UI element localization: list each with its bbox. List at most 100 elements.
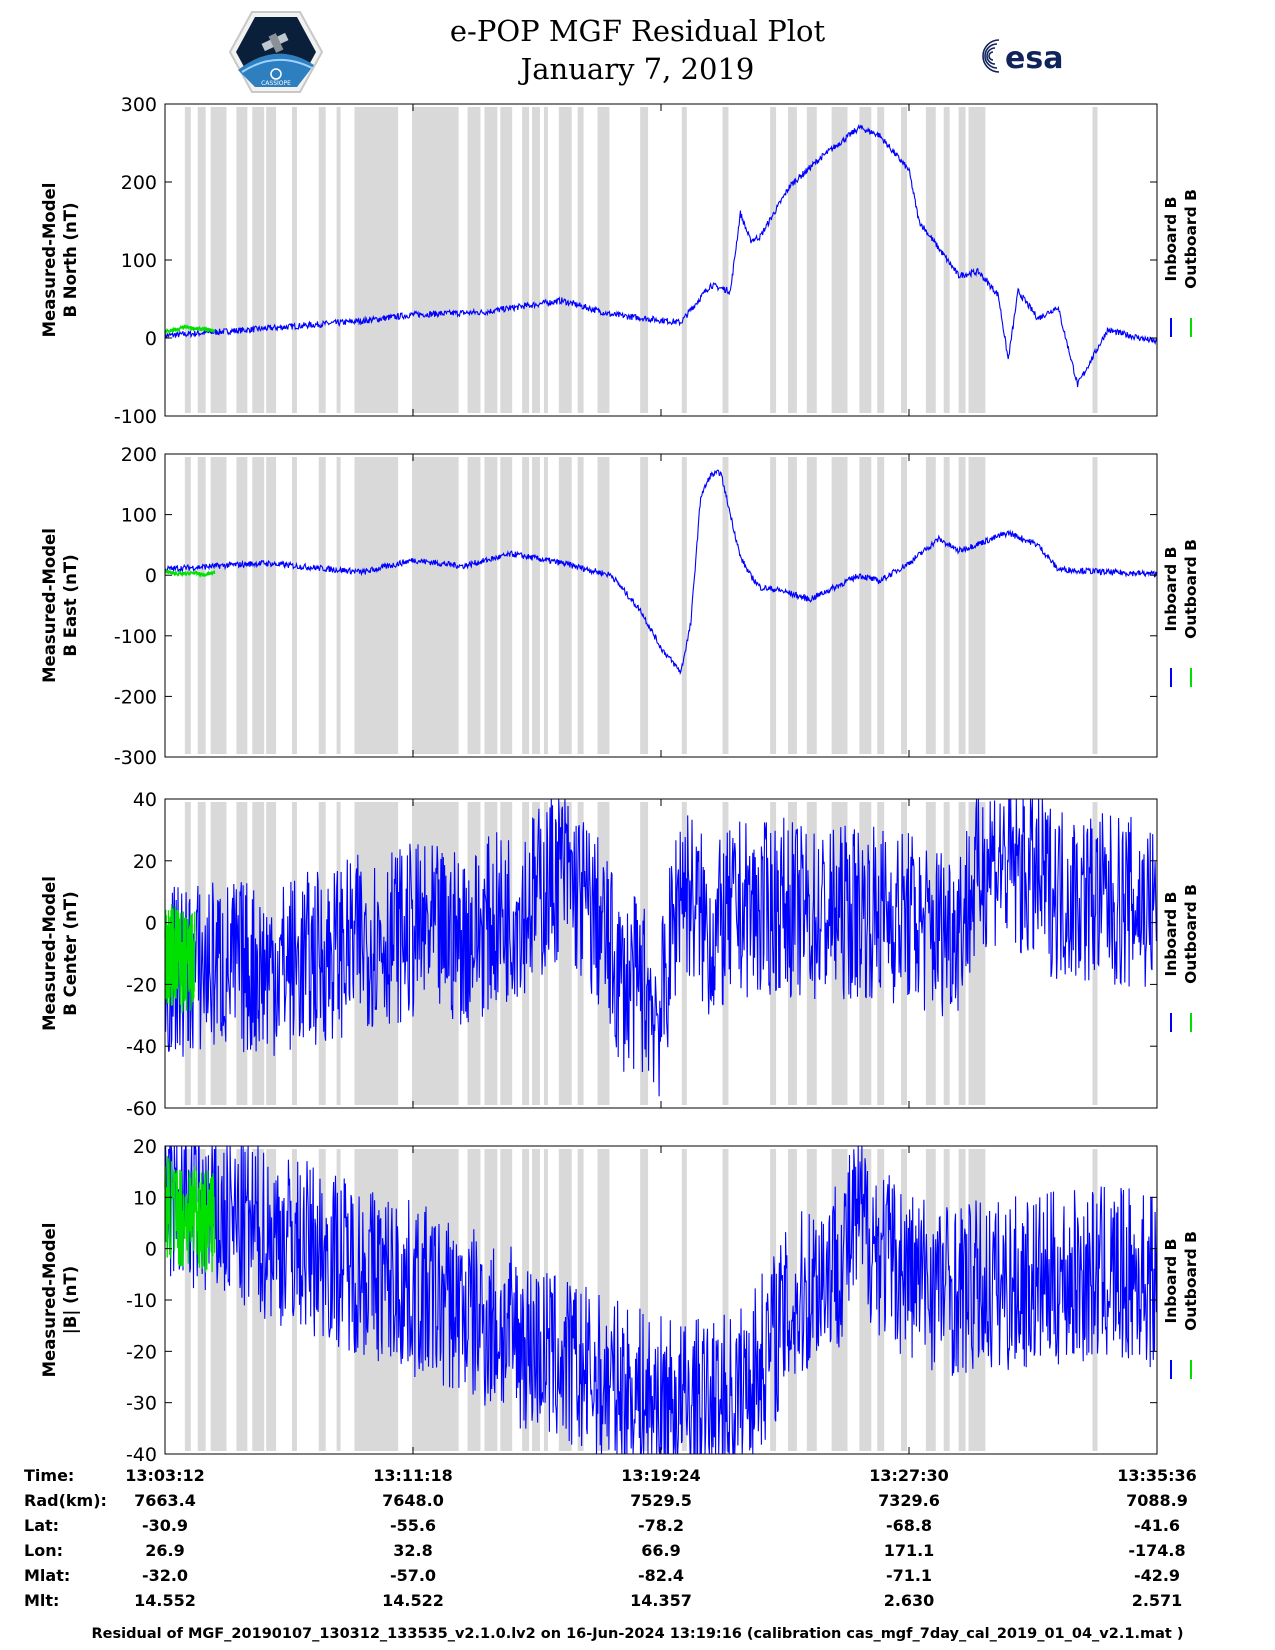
- data-gap-band: [859, 457, 872, 754]
- data-gap-band: [925, 457, 936, 754]
- legend-label: Outboard B: [1182, 884, 1200, 984]
- data-gap-band: [336, 457, 341, 754]
- data-gap-band: [968, 1149, 986, 1451]
- y-tick-label: -60: [126, 1098, 157, 1120]
- inboard-series-line: [165, 1145, 1158, 1455]
- ephemeris-value: -68.8: [886, 1516, 932, 1535]
- data-gap-band: [266, 107, 277, 413]
- y-tick-label: -20: [126, 1341, 157, 1363]
- data-gap-band: [318, 107, 326, 413]
- footer-caption: Residual of MGF_20190107_130312_133535_v…: [91, 1626, 1184, 1642]
- data-gap-band: [484, 107, 498, 413]
- data-gap-band: [722, 457, 729, 754]
- data-gap-band: [252, 457, 265, 754]
- data-gap-band: [236, 1149, 248, 1451]
- data-gap-band: [500, 457, 513, 754]
- ephemeris-row-label: Lat:: [24, 1516, 59, 1535]
- data-gap-band: [522, 107, 530, 413]
- legend: Inboard B Outboard B: [1162, 189, 1200, 337]
- y-tick-label: 40: [133, 789, 157, 811]
- data-gap-band: [901, 457, 908, 754]
- y-tick-label: 0: [145, 1239, 157, 1261]
- legend-label: Inboard B: [1162, 197, 1180, 282]
- legend-label: Outboard B: [1182, 1231, 1200, 1331]
- ephemeris-value: 14.522: [382, 1591, 444, 1610]
- y-axis-label: Measured-Model: [40, 1223, 59, 1378]
- data-gap-band: [543, 1149, 548, 1451]
- esa-logo-text: esa: [1005, 41, 1063, 76]
- data-gap-band: [252, 802, 265, 1105]
- data-gap-band: [266, 802, 277, 1105]
- y-tick-label: 200: [121, 444, 157, 466]
- data-gap-band: [336, 802, 341, 1105]
- data-gap-band: [831, 457, 848, 754]
- data-gap-band: [831, 802, 848, 1105]
- ephemeris-value: 7088.9: [1126, 1491, 1188, 1510]
- ephemeris-value: -174.8: [1128, 1541, 1185, 1560]
- data-gap-band: [354, 457, 399, 754]
- y-tick-label: -10: [126, 1290, 157, 1312]
- legend: Inboard B Outboard B: [1162, 1231, 1200, 1379]
- data-gap-band: [197, 457, 206, 754]
- data-gap-band: [831, 107, 848, 413]
- data-gap-band: [681, 1149, 687, 1451]
- data-gap-band: [681, 457, 687, 754]
- y-axis-label: B North (nT): [61, 202, 80, 317]
- data-gap-band: [787, 802, 797, 1105]
- data-gap-band: [770, 107, 777, 413]
- ephemeris-value: -41.6: [1134, 1516, 1180, 1535]
- data-gap-band: [543, 802, 548, 1105]
- data-gap-band: [925, 802, 936, 1105]
- panel-3: 40 20 0 -20 -40 -60 Measured-Model B Center (nT…: [40, 789, 1200, 1120]
- data-gap-band: [197, 1149, 206, 1451]
- ephemeris-value: 32.8: [393, 1541, 432, 1560]
- y-axis-label: Measured-Model: [40, 183, 59, 338]
- outboard-series-line: [164, 568, 216, 578]
- data-gap-band: [184, 107, 191, 413]
- data-gap-band: [722, 1149, 729, 1451]
- data-gap-band: [806, 107, 817, 413]
- data-gap-band: [184, 457, 191, 754]
- data-gap-band: [1092, 457, 1098, 754]
- legend-label: Inboard B: [1162, 892, 1180, 977]
- outboard-series-line: [164, 323, 216, 335]
- data-gap-band: [522, 802, 530, 1105]
- y-tick-label: 10: [133, 1187, 157, 1209]
- y-tick-label: 100: [121, 250, 157, 272]
- inboard-series-line: [164, 798, 1158, 1097]
- ephemeris-value: 13:11:18: [373, 1466, 453, 1485]
- ephemeris-value: -55.6: [390, 1516, 436, 1535]
- y-tick-label: -200: [114, 686, 157, 708]
- data-gap-band: [210, 107, 227, 413]
- ephemeris-value: 171.1: [884, 1541, 935, 1560]
- plot-frame: [164, 453, 1158, 758]
- data-gap-band: [291, 107, 297, 413]
- data-gap-band: [597, 1149, 610, 1451]
- data-gap-band: [197, 107, 206, 413]
- y-tick-label: 20: [133, 1136, 157, 1158]
- ephemeris-value: 13:35:36: [1117, 1466, 1197, 1485]
- data-gap-band: [597, 802, 610, 1105]
- data-gap-band: [318, 457, 326, 754]
- y-axis-label: Measured-Model: [40, 528, 59, 683]
- plot-frame: [164, 103, 1158, 417]
- data-gap-band: [577, 457, 584, 754]
- y-tick-label: -40: [126, 1444, 157, 1466]
- ephemeris-row-label: Lon:: [24, 1541, 63, 1560]
- data-gap-band: [467, 802, 481, 1105]
- ephemeris-value: 14.357: [630, 1591, 692, 1610]
- ephemeris-table: Time: Rad(km): Lat: Lon: Mlat: Mlt: 13:03:12 76…: [24, 1466, 1197, 1610]
- data-gap-band: [640, 107, 649, 413]
- panel-1: 300 200 100 0 -100 Measured-Model B North (nT)…: [40, 94, 1200, 428]
- ephemeris-value: 13:03:12: [125, 1466, 205, 1485]
- data-gap-band: [968, 457, 986, 754]
- data-gap-band: [640, 1149, 649, 1451]
- legend-label: Outboard B: [1182, 539, 1200, 639]
- data-gap-band: [859, 107, 872, 413]
- inboard-series-line: [164, 469, 1158, 676]
- data-gap-band: [412, 107, 459, 413]
- data-gap-band: [336, 107, 341, 413]
- cassiope-logo: CASSIOPE: [228, 11, 324, 93]
- ephemeris-value: 7529.5: [630, 1491, 692, 1510]
